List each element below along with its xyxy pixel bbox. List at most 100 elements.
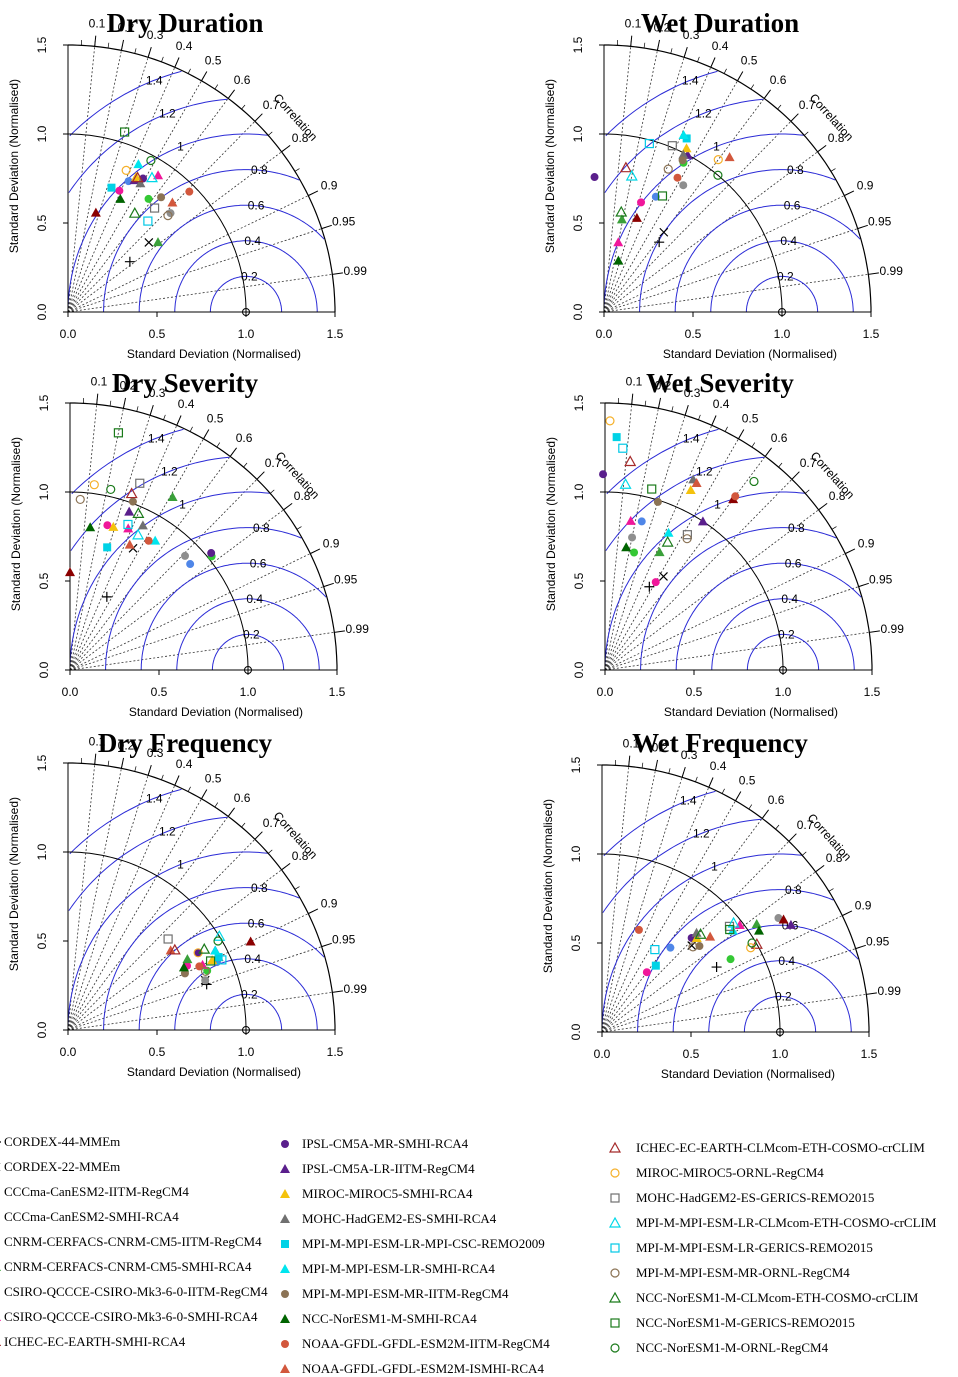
x-tick-label: 1.0	[774, 327, 791, 341]
correlation-ray	[601, 777, 683, 1033]
legend-item: ICHEC-EC-EARTH-SMHI-RCA4	[0, 1334, 186, 1349]
legend-item: MPI-M-MPI-ESM-LR-CLMcom-ETH-COSMO-crCLIM	[608, 1215, 937, 1230]
rms-contour	[605, 456, 765, 551]
rms-label: 0.2	[778, 628, 795, 642]
correlation-minor-tick	[858, 584, 864, 587]
x-tick-label: 0.5	[151, 685, 168, 699]
legend-item: CORDEX-22-MMEm	[0, 1159, 120, 1174]
legend-label: MPI-M-MPI-ESM-LR-CLMcom-ETH-COSMO-crCLIM	[636, 1215, 937, 1230]
correlation-tick-label: 0.95	[868, 214, 892, 228]
rms-label: 1	[711, 859, 718, 873]
data-point-cccma-canesm2-smhi-rca4	[651, 578, 660, 587]
panel-title: Dry Duration	[107, 8, 264, 38]
data-point-miroc-miroc5-ornl-regcm4	[746, 943, 756, 953]
rms-contour	[674, 204, 861, 312]
legend-label: IPSL-CM5A-MR-SMHI-RCA4	[302, 1136, 469, 1151]
rms-label: 1	[179, 497, 186, 511]
correlation-minor-tick	[187, 68, 191, 74]
data-point-cordex-44-mmem	[644, 581, 655, 592]
data-point-noaa-gfdl-gfdl-esm2m-iitm-regcm4	[185, 187, 194, 196]
rms-label: 1	[177, 139, 184, 153]
y-axis-label: Standard Deviation (Normalised)	[7, 79, 21, 253]
x-tick-label: 1.0	[775, 685, 792, 699]
rms-contour	[745, 275, 819, 312]
data-point-miroc-miroc5-ornl-regcm4	[121, 165, 131, 176]
correlation-tick-label: 0.5	[742, 412, 759, 426]
legend-symbol-triangle-filled	[0, 1319, 1, 1321]
rms-contour	[174, 240, 318, 312]
legend-item: MPI-M-MPI-ESM-LR-SMHI-RCA4	[280, 1261, 495, 1276]
data-point-noaa-gfdl-gfdl-esm2m-ismhi-rca4	[724, 152, 735, 162]
data-point-ncc-noresm1-m-ornl-regcm4	[749, 476, 759, 487]
data-point-ncc-noresm1-m-ornl-regcm4	[747, 938, 757, 948]
correlation-minor-tick	[294, 886, 300, 890]
data-point-mpi-m-mpi-esm-lr-smhi-rca4	[150, 535, 161, 545]
data-point-mohc-hadgem2-es-gerics-remo2015	[667, 141, 677, 151]
y-axis-label: Standard Deviation (Normalised)	[7, 797, 21, 971]
correlation-minor-tick	[697, 56, 700, 63]
data-point-cnrm-cerfacs-cnrm-cm5-iitm-regcm4	[144, 194, 153, 203]
correlation-minor-tick	[802, 851, 807, 856]
legend-symbol-triangle-filled	[280, 1214, 290, 1223]
data-point-mpi-m-mpi-esm-lr-smhi-rca4	[678, 130, 689, 140]
data-point-ncc-noresm1-m-clmcom-eth-cosmo-crclim	[661, 535, 674, 547]
data-point-noaa-gfdl-gfdl-esm2m-ismhi-rca4	[124, 539, 135, 549]
data-point-ncc-noresm1-m-smhi-rca4	[621, 542, 632, 552]
correlation-tick-label: 0.9	[323, 537, 340, 551]
data-point-csiro-qccce-csiro-mk3-6-0-smhi-rca4	[153, 170, 164, 180]
data-point-mpi-m-mpi-esm-mr-ornl-regcm4	[663, 164, 673, 174]
correlation-minor-tick	[711, 420, 715, 426]
correlation-tick-label: 0.4	[713, 397, 730, 411]
correlation-tick-label: 0.5	[739, 774, 756, 788]
legend-item: MPI-M-MPI-ESM-MR-ORNL-RegCM4	[610, 1265, 850, 1280]
rms-label: 0.4	[246, 592, 263, 606]
correlation-minor-tick	[270, 489, 275, 494]
data-point-noaa-gfdl-gfdl-esm2m-ismhi-rca4	[165, 945, 176, 955]
data-point-ncc-noresm1-m-clmcom-eth-cosmo-crclim	[615, 205, 628, 217]
rms-contour	[69, 788, 182, 855]
correlation-minor-tick	[174, 780, 178, 786]
data-point-cccma-canesm2-smhi-rca4	[642, 968, 651, 977]
data-point-csiro-qccce-csiro-mk3-6-0-iitm-regcm4	[679, 181, 688, 190]
rms-contour	[138, 204, 325, 312]
correlation-ray	[67, 195, 309, 313]
correlation-minor-tick	[644, 400, 647, 407]
data-point-mpi-m-mpi-esm-mr-ornl-regcm4	[75, 494, 85, 505]
correlation-ray	[604, 415, 686, 671]
data-point-mpi-m-mpi-esm-lr-clmcom-eth-cosmo-crclim	[132, 528, 145, 540]
legend-symbol-circle-open	[610, 1168, 620, 1178]
data-point-mpi-m-mpi-esm-mr-iitm-regcm4	[157, 193, 166, 202]
correlation-ray	[603, 50, 658, 313]
data-point-cnrm-cerfacs-cnrm-cm5-smhi-rca4	[167, 491, 178, 501]
data-point-mpi-m-mpi-esm-lr-gerics-remo2015	[123, 519, 133, 530]
data-point-csiro-qccce-csiro-mk3-6-0-iitm-regcm4	[774, 914, 783, 923]
data-point-cnrm-cerfacs-cnrm-cm5-smhi-rca4	[152, 237, 163, 247]
correlation-minor-tick	[308, 192, 314, 196]
correlation-minor-tick	[296, 526, 302, 530]
x-tick-label: 1.0	[240, 685, 257, 699]
correlation-minor-tick	[737, 75, 741, 81]
legend-item: MOHC-HadGEM2-ES-GERICS-REMO2015	[610, 1190, 874, 1205]
correlation-tick-label: 0.9	[858, 537, 875, 551]
y-tick-label: 0.5	[572, 572, 586, 589]
rms-contour	[176, 598, 320, 670]
correlation-minor-tick	[161, 56, 164, 63]
correlation-ray	[601, 993, 867, 1033]
legend-label: MPI-M-MPI-ESM-LR-GERICS-REMO2015	[636, 1240, 873, 1255]
y-tick-label: 1.0	[35, 125, 49, 142]
data-point-cnrm-cerfacs-cnrm-cm5-smhi-rca4	[751, 919, 762, 929]
correlation-tick-label: 0.6	[234, 73, 251, 87]
data-point-ichec-ec-earth-smhi-rca4	[90, 207, 101, 217]
correlation-minor-tick	[281, 148, 287, 153]
legend-item: CSIRO-QCCCE-CSIRO-Mk3-6-0-IITM-RegCM4	[4, 1284, 268, 1299]
data-point-mpi-m-mpi-esm-mr-iitm-regcm4	[128, 497, 137, 506]
legend-symbol-square-open	[610, 1318, 620, 1328]
data-point-ncc-noresm1-m-gerics-remo2015	[205, 956, 216, 966]
data-point-ichec-ec-earth-clmcom-eth-cosmo-crclim	[750, 938, 763, 949]
data-point-mohc-hadgem2-es-gerics-remo2015	[135, 478, 145, 488]
data-point-mpi-m-mpi-esm-lr-mpi-csc-remo2009	[214, 953, 223, 962]
correlation-tick-label: 0.1	[91, 374, 108, 388]
correlation-tick-label: 0.95	[332, 932, 356, 946]
rms-contour	[743, 995, 817, 1032]
